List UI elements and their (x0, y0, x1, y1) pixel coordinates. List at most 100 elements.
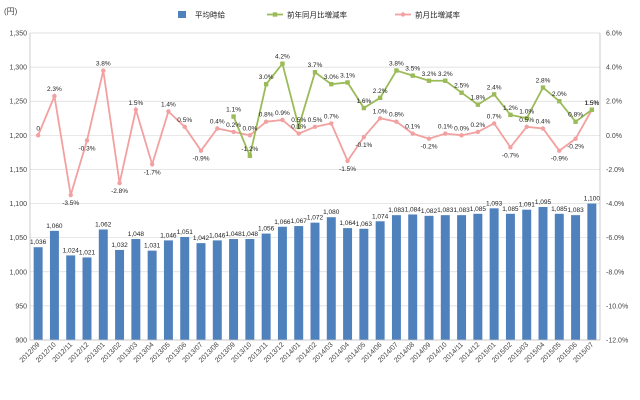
mom-point (426, 136, 432, 141)
bar-value-label: 1,072 (307, 215, 324, 222)
bar-value-label: 1,036 (30, 239, 47, 246)
bar (261, 233, 271, 340)
mom-value-label: 1.4% (161, 101, 176, 108)
yoy-point (491, 92, 497, 97)
left-axis-tick-label: 900 (15, 338, 27, 345)
legend-swatch-bar (178, 11, 186, 18)
bar (554, 213, 564, 340)
bar (212, 240, 222, 340)
mom-point (182, 124, 187, 130)
mom-value-label: 0.0% (454, 125, 469, 132)
yoy-point (475, 102, 481, 107)
bar (163, 240, 173, 340)
mom-value-label: 0.1% (438, 124, 453, 131)
mom-point (52, 93, 57, 99)
mom-value-label: 3.8% (96, 61, 111, 68)
mom-point (345, 158, 350, 164)
mom-point (280, 117, 285, 123)
bar-value-label: 1,063 (356, 221, 373, 228)
yoy-point (394, 68, 399, 73)
mom-value-label: 0.7% (324, 113, 339, 120)
bar-value-label: 1,021 (79, 249, 96, 256)
yoy-point (247, 153, 253, 158)
yoy-value-label: 0.8% (568, 112, 583, 119)
left-axis-tick-label: 1,100 (9, 201, 27, 208)
yoy-value-label: 1.8% (470, 95, 485, 102)
mom-point (524, 124, 529, 130)
bar-value-label: 1,095 (535, 199, 552, 206)
right-axis-tick-label: 6.0% (606, 31, 622, 38)
bar (294, 226, 304, 340)
mom-point (166, 109, 171, 114)
yoy-point (573, 119, 578, 124)
bar-value-label: 1,024 (63, 247, 80, 254)
mom-value-label: 0.1% (405, 124, 420, 131)
bar (343, 228, 353, 340)
yoy-value-label: 1.6% (356, 98, 371, 105)
right-axis-tick-label: 2.0% (606, 99, 622, 106)
mom-point (329, 121, 334, 126)
mom-value-label: 0.9% (275, 110, 290, 117)
bar-value-label: 1,051 (177, 229, 194, 236)
mom-value-label: -0.2% (421, 144, 438, 151)
yoy-point (312, 70, 318, 75)
mom-point (410, 131, 415, 136)
bar (131, 239, 141, 340)
right-axis-tick-label: -4.0% (606, 201, 624, 208)
yoy-value-label: 1.1% (226, 107, 241, 114)
left-axis-tick-label: 1,200 (9, 133, 27, 140)
mom-value-label: -0.9% (551, 156, 568, 163)
mom-point (133, 107, 139, 112)
right-axis-tick-label: 4.0% (606, 65, 622, 72)
mom-point (475, 129, 481, 135)
bar (408, 214, 418, 340)
bar-value-label: 1,046 (209, 232, 226, 239)
mom-value-label: 0.5% (519, 117, 534, 124)
mom-value-label: 0.2% (226, 122, 241, 129)
mom-value-label: 1.5% (128, 100, 143, 107)
legend-label: 前年同月比増減率 (287, 10, 347, 20)
yoy-value-label: 3.0% (259, 74, 274, 81)
bar (82, 257, 92, 340)
bar (571, 215, 581, 340)
gridlines (30, 32, 600, 341)
bar-value-label: 1,031 (144, 243, 161, 250)
right-axis-tick-label: -8.0% (606, 269, 624, 276)
mom-value-label: -0.9% (193, 156, 210, 163)
bar (98, 229, 108, 340)
right-axis-tick-label: -2.0% (606, 167, 624, 174)
bar-series (33, 203, 597, 340)
yoy-point (329, 81, 334, 87)
right-axis-tick-label: 0.0% (606, 133, 622, 140)
yoy-point (524, 116, 529, 121)
yoy-point (459, 90, 464, 95)
yoy-point (263, 81, 269, 87)
bar (440, 215, 450, 340)
bar-value-label: 1,060 (46, 223, 63, 230)
mom-point (35, 133, 41, 138)
mom-value-label: 0.5% (177, 117, 192, 124)
mom-point (573, 136, 578, 141)
mom-point (101, 68, 106, 73)
axes: 900 950 1,000 1,050 1,100 1,150 1,200 1,250 1,30… (9, 31, 628, 365)
bar (505, 213, 515, 340)
bar-value-label: 1,062 (95, 221, 112, 228)
yoy-value-label: 3.8% (389, 61, 404, 68)
bar-value-label: 1,083 (388, 207, 405, 214)
mom-value-label: 0.2% (470, 122, 485, 129)
bar (522, 209, 532, 340)
yoy-point (410, 73, 415, 78)
mom-point (215, 126, 220, 131)
mom-value-label: 1.0% (373, 108, 388, 115)
bar (66, 255, 76, 340)
bar (489, 208, 499, 340)
yoy-value-label: 2.8% (536, 78, 551, 85)
bar-value-label: 1,056 (258, 226, 275, 233)
right-axis-tick-label: -6.0% (606, 235, 624, 242)
mom-value-label: 0.5% (308, 117, 323, 124)
mom-value-label: 0.7% (487, 113, 502, 120)
bar-value-label: 1,091 (519, 202, 536, 209)
mom-point (540, 126, 546, 131)
